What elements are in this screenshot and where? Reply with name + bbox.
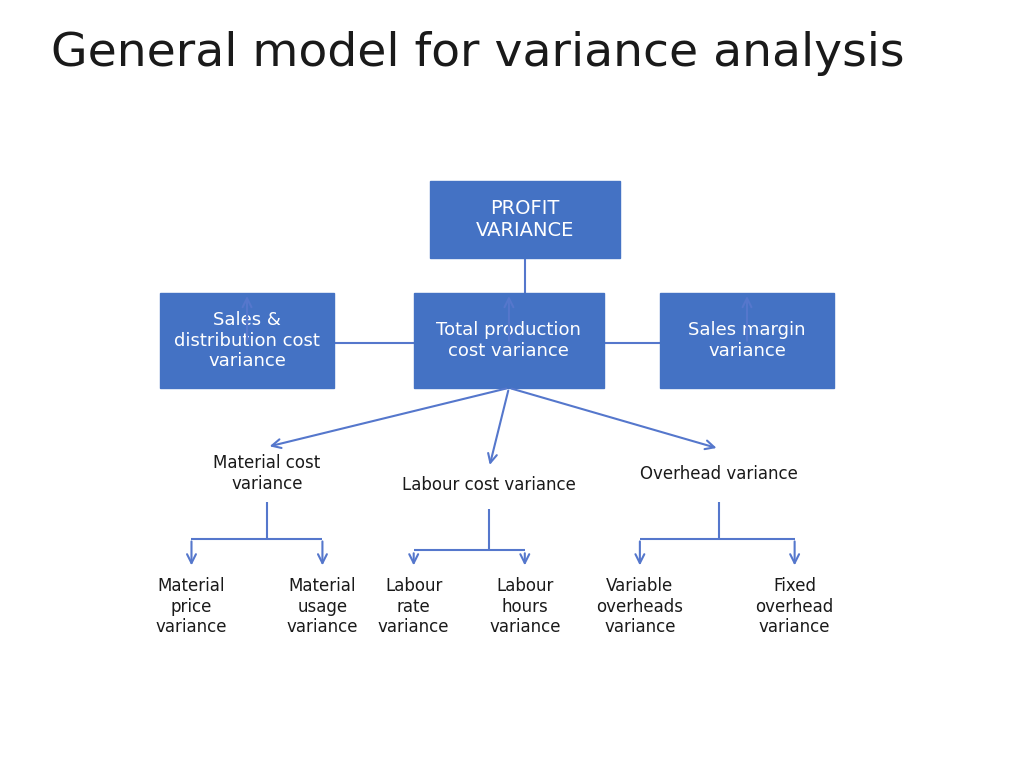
Text: General model for variance analysis: General model for variance analysis [51, 31, 904, 76]
FancyBboxPatch shape [414, 293, 604, 388]
Text: Overhead variance: Overhead variance [640, 465, 798, 482]
Text: Labour
hours
variance: Labour hours variance [489, 577, 560, 637]
Text: Labour
rate
variance: Labour rate variance [378, 577, 450, 637]
Text: Total production
cost variance: Total production cost variance [436, 321, 582, 360]
Text: Material
price
variance: Material price variance [156, 577, 227, 637]
Text: Variable
overheads
variance: Variable overheads variance [596, 577, 683, 637]
Text: Material
usage
variance: Material usage variance [287, 577, 358, 637]
Text: Fixed
overhead
variance: Fixed overhead variance [756, 577, 834, 637]
FancyBboxPatch shape [430, 181, 620, 258]
Text: Sales margin
variance: Sales margin variance [688, 321, 806, 360]
FancyBboxPatch shape [659, 293, 835, 388]
Text: PROFIT
VARIANCE: PROFIT VARIANCE [475, 199, 574, 240]
Text: Material cost
variance: Material cost variance [213, 454, 321, 493]
Text: Sales &
distribution cost
variance: Sales & distribution cost variance [174, 311, 319, 370]
FancyBboxPatch shape [160, 293, 334, 388]
Text: Labour cost variance: Labour cost variance [402, 476, 577, 495]
